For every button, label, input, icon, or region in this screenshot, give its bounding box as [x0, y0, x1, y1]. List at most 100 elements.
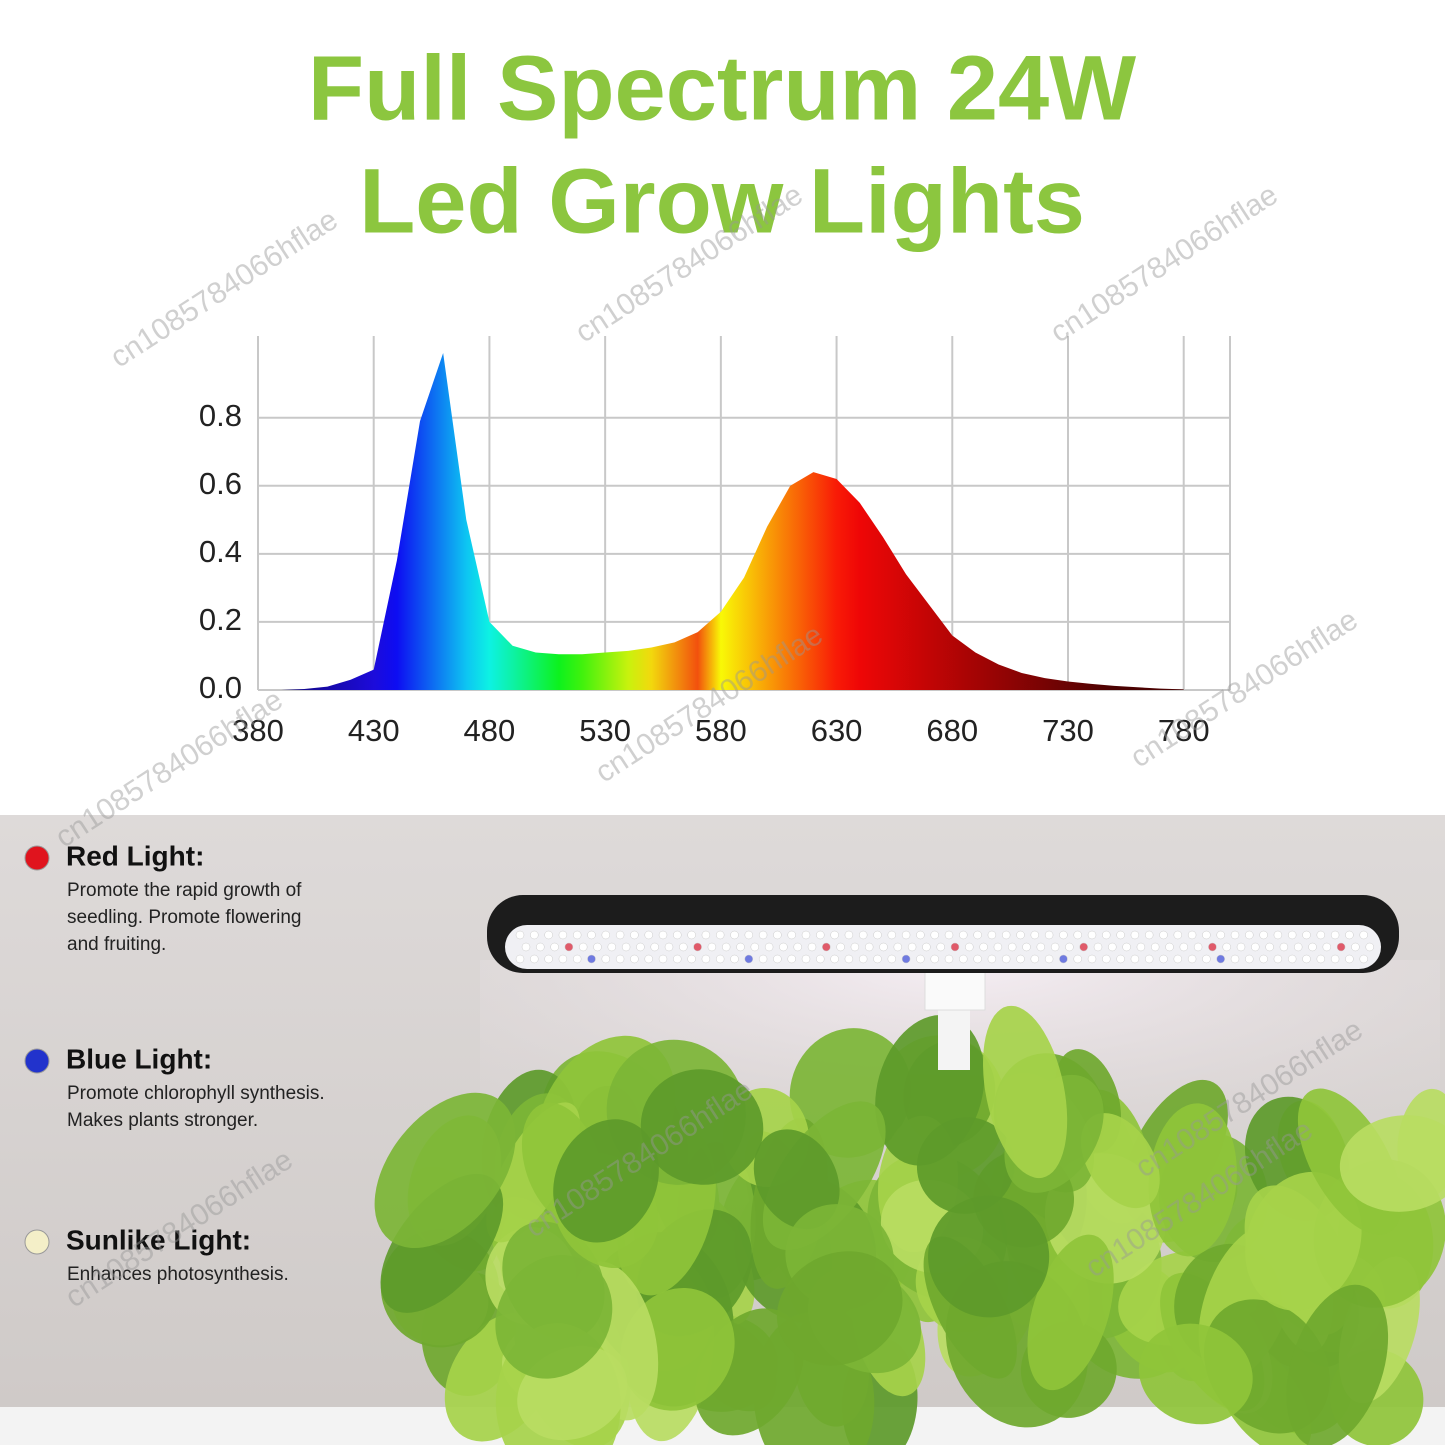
led — [1059, 930, 1068, 940]
led — [1073, 954, 1082, 964]
led — [793, 942, 802, 952]
y-tick-label: 0.4 — [199, 534, 242, 569]
led — [587, 930, 596, 940]
led — [1230, 930, 1240, 940]
led — [1108, 942, 1117, 952]
led — [1245, 954, 1254, 964]
led — [930, 930, 939, 940]
led — [1159, 930, 1168, 940]
led — [830, 930, 839, 940]
led — [1173, 930, 1183, 940]
led — [1136, 942, 1146, 952]
led — [558, 930, 568, 940]
led — [564, 942, 574, 952]
led — [758, 930, 768, 940]
leaf — [1148, 1103, 1237, 1257]
feature-title: Blue Light: — [66, 1043, 212, 1074]
led — [1251, 942, 1260, 952]
led — [1016, 930, 1025, 940]
led — [1202, 954, 1211, 964]
led — [944, 954, 954, 964]
led — [630, 930, 639, 940]
led — [644, 930, 653, 940]
led — [773, 930, 782, 940]
led — [1030, 954, 1040, 964]
y-tick-label: 0.0 — [199, 670, 242, 705]
led — [1230, 954, 1240, 964]
led — [572, 954, 582, 964]
y-tick-label: 0.8 — [199, 398, 242, 433]
feature-list: Red Light: Promote the rapid growth of see… — [24, 840, 325, 1285]
led — [687, 954, 696, 964]
led — [816, 930, 825, 940]
led — [572, 930, 582, 940]
led — [1007, 942, 1017, 952]
feature-dot — [24, 1229, 50, 1255]
led — [930, 954, 939, 964]
led — [787, 930, 796, 940]
feature-description: Promote the rapid growth of — [67, 880, 302, 901]
led — [979, 942, 988, 952]
led — [1050, 942, 1060, 952]
led — [701, 930, 711, 940]
led — [987, 954, 997, 964]
led — [1179, 942, 1189, 952]
led — [764, 942, 774, 952]
leds — [515, 930, 1374, 964]
x-tick-label: 380 — [232, 713, 284, 748]
x-tick-label: 780 — [1158, 713, 1210, 748]
led — [1330, 954, 1340, 964]
led — [693, 942, 702, 952]
led — [1316, 930, 1326, 940]
led — [593, 942, 602, 952]
leaf — [982, 1005, 1068, 1179]
x-tick-label: 680 — [926, 713, 978, 748]
led — [901, 930, 911, 940]
led — [836, 942, 845, 952]
leaf — [916, 1117, 1015, 1214]
feature-title: Sunlike Light: — [66, 1224, 251, 1255]
led — [607, 942, 617, 952]
led — [1073, 930, 1082, 940]
led — [873, 930, 882, 940]
led — [1245, 930, 1254, 940]
led — [758, 954, 768, 964]
led — [1330, 930, 1340, 940]
feature-description: Enhances photosynthesis. — [67, 1264, 289, 1285]
led — [773, 954, 782, 964]
led — [1287, 954, 1297, 964]
leaf — [374, 1092, 516, 1249]
x-tick-label: 580 — [695, 713, 747, 748]
led — [721, 942, 731, 952]
led — [893, 942, 903, 952]
led — [644, 954, 653, 964]
led — [973, 930, 982, 940]
led — [750, 942, 760, 952]
led — [736, 942, 745, 952]
led — [858, 930, 868, 940]
led — [816, 954, 825, 964]
led — [873, 954, 882, 964]
led — [1187, 954, 1197, 964]
feature-description: seedling. Promote flowering — [67, 907, 301, 928]
led — [650, 942, 659, 952]
led — [730, 954, 739, 964]
leaf — [1138, 1323, 1253, 1425]
led — [858, 954, 868, 964]
led — [521, 942, 531, 952]
led — [1059, 954, 1068, 964]
led — [1036, 942, 1046, 952]
led — [1022, 942, 1031, 952]
led — [1316, 954, 1326, 964]
led — [965, 942, 974, 952]
led — [1273, 954, 1283, 964]
led — [1336, 942, 1346, 952]
led — [578, 942, 588, 952]
led — [916, 954, 925, 964]
led — [615, 954, 625, 964]
led — [1173, 954, 1183, 964]
led — [1208, 942, 1217, 952]
led — [787, 954, 796, 964]
led — [715, 930, 725, 940]
led — [1302, 930, 1311, 940]
